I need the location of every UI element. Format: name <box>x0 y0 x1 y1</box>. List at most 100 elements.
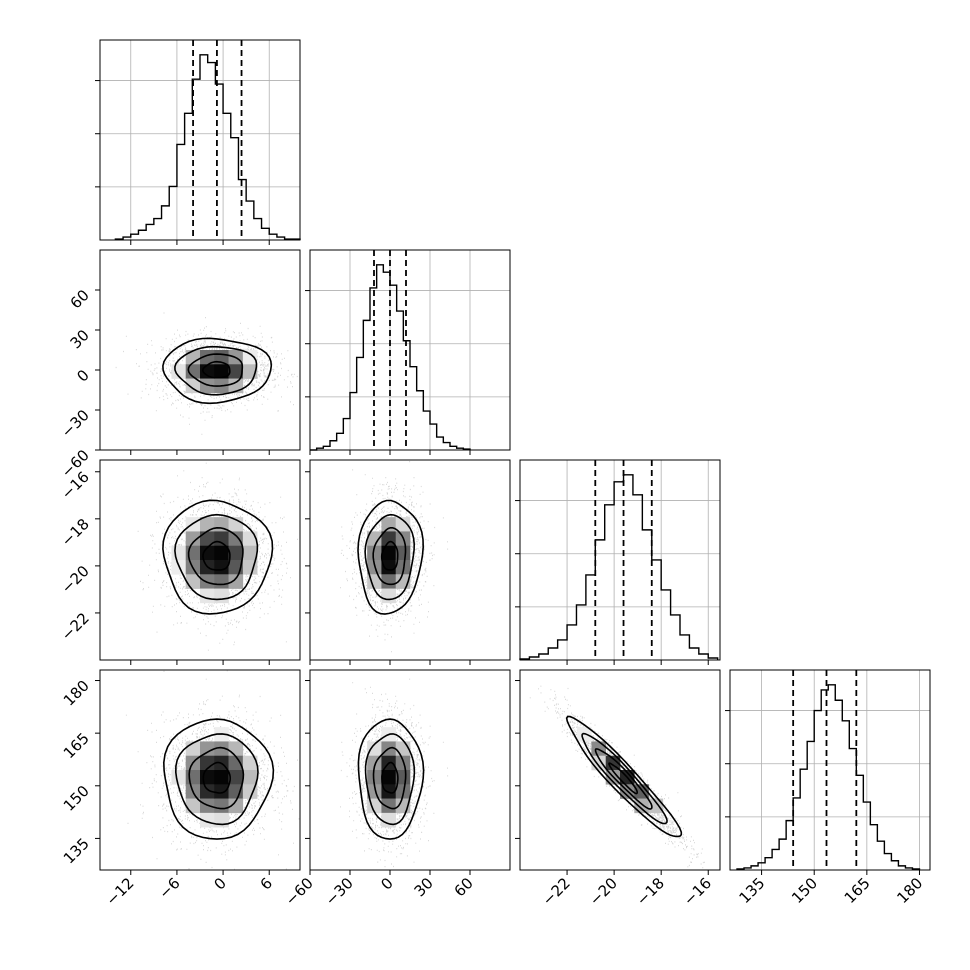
contour-line <box>201 360 231 379</box>
density-cell <box>214 560 229 575</box>
contour-line <box>174 345 258 396</box>
density-cell <box>381 770 397 785</box>
density-cell <box>381 574 397 589</box>
density-cell <box>228 545 244 561</box>
histogram-frame <box>99 39 301 241</box>
x-tick-label: 165 <box>841 874 874 907</box>
histogram-step-line <box>519 474 719 660</box>
contour-line <box>202 761 232 794</box>
x-tick-label: 60 <box>451 874 477 900</box>
scatter-frame <box>309 669 511 871</box>
scatter-frame <box>519 669 721 871</box>
scatter-panel-3-2 <box>340 461 449 653</box>
contour-line <box>174 733 259 826</box>
density-cell <box>228 741 244 757</box>
density-cell <box>200 350 215 365</box>
x-tick-label: −60 <box>282 874 317 909</box>
scatter-panel-2-1 <box>115 312 298 435</box>
contour-line <box>364 733 416 826</box>
density-cell <box>200 531 215 547</box>
density-cell <box>200 517 215 532</box>
y-tick-label: 165 <box>60 729 93 762</box>
scatter-panel-3-1 <box>137 462 298 651</box>
density-cell <box>200 812 215 828</box>
x-tick-label: −12 <box>102 874 137 909</box>
density-cell <box>367 770 382 785</box>
contour-line <box>202 540 231 571</box>
density-cell <box>228 531 244 547</box>
density-cell <box>214 364 229 379</box>
histogram-step-line <box>736 684 921 870</box>
density-cell <box>200 741 215 757</box>
histogram-frame <box>729 669 931 871</box>
contour-line <box>372 746 407 810</box>
y-tick-label: 30 <box>67 326 93 352</box>
scatter-frame <box>99 669 301 871</box>
density-cell <box>395 545 411 561</box>
scatter-frame <box>309 459 511 661</box>
density-cell <box>381 812 397 828</box>
x-tick-label: −20 <box>586 874 621 909</box>
scatter-panel-content <box>340 461 449 653</box>
density-cell <box>367 545 382 561</box>
density-cell <box>395 770 411 785</box>
density-cell <box>214 545 229 561</box>
density-cell <box>648 798 664 814</box>
y-tick-label: −22 <box>58 609 93 644</box>
density-cell <box>214 812 229 828</box>
scatter-panel-content <box>340 678 449 868</box>
density-cell <box>242 770 258 785</box>
density-cell <box>200 378 215 394</box>
density-cell <box>228 770 244 785</box>
contour-line <box>381 761 399 794</box>
scatter-panel-content <box>125 670 300 870</box>
contour-line <box>187 353 244 387</box>
density-cell <box>214 798 229 814</box>
density-cell <box>634 798 649 814</box>
x-tick-label: 6 <box>257 874 276 893</box>
scatter-panel-content <box>529 685 705 869</box>
y-tick-label: −18 <box>58 515 93 550</box>
x-tick-label: 30 <box>411 874 437 900</box>
density-cell <box>214 588 229 604</box>
density-cell <box>185 378 201 394</box>
density-cell <box>228 755 244 771</box>
density-cell <box>242 755 258 771</box>
scatter-panel-4-2 <box>340 678 449 868</box>
density-cell <box>214 770 229 785</box>
contour-line <box>357 499 425 615</box>
histogram-frame <box>519 459 721 661</box>
histogram-panel-1 <box>95 40 301 240</box>
contour-line <box>357 718 425 840</box>
y-tick-label: 60 <box>67 286 93 312</box>
contour-line <box>162 499 274 615</box>
y-tick-label: −20 <box>58 562 93 597</box>
density-cell <box>381 545 397 561</box>
density-cell <box>214 574 229 589</box>
contour-line <box>162 718 275 840</box>
contour-line <box>174 513 259 601</box>
contour-line <box>187 526 244 586</box>
density-cell <box>185 798 201 814</box>
density-cell <box>395 517 411 532</box>
scatter-frame <box>99 249 301 451</box>
x-tick-label: 180 <box>893 874 926 907</box>
x-tick-label: 0 <box>210 874 229 893</box>
scatter-panel-content <box>137 462 298 651</box>
contour-line <box>594 748 653 810</box>
y-tick-label: 0 <box>73 366 92 385</box>
density-cell <box>395 560 411 575</box>
contour-line <box>162 337 273 405</box>
density-cell <box>367 531 382 547</box>
scatter-panel-content <box>115 312 298 435</box>
density-cell <box>214 531 229 547</box>
x-tick-label: 150 <box>788 874 821 907</box>
density-cell <box>367 741 382 757</box>
contour-line <box>372 527 407 586</box>
scatter-panel-4-3 <box>529 685 705 869</box>
density-cell <box>185 531 201 547</box>
x-tick-label: 0 <box>377 874 396 893</box>
density-cell <box>242 545 258 561</box>
histogram-panel-2 <box>305 250 510 451</box>
